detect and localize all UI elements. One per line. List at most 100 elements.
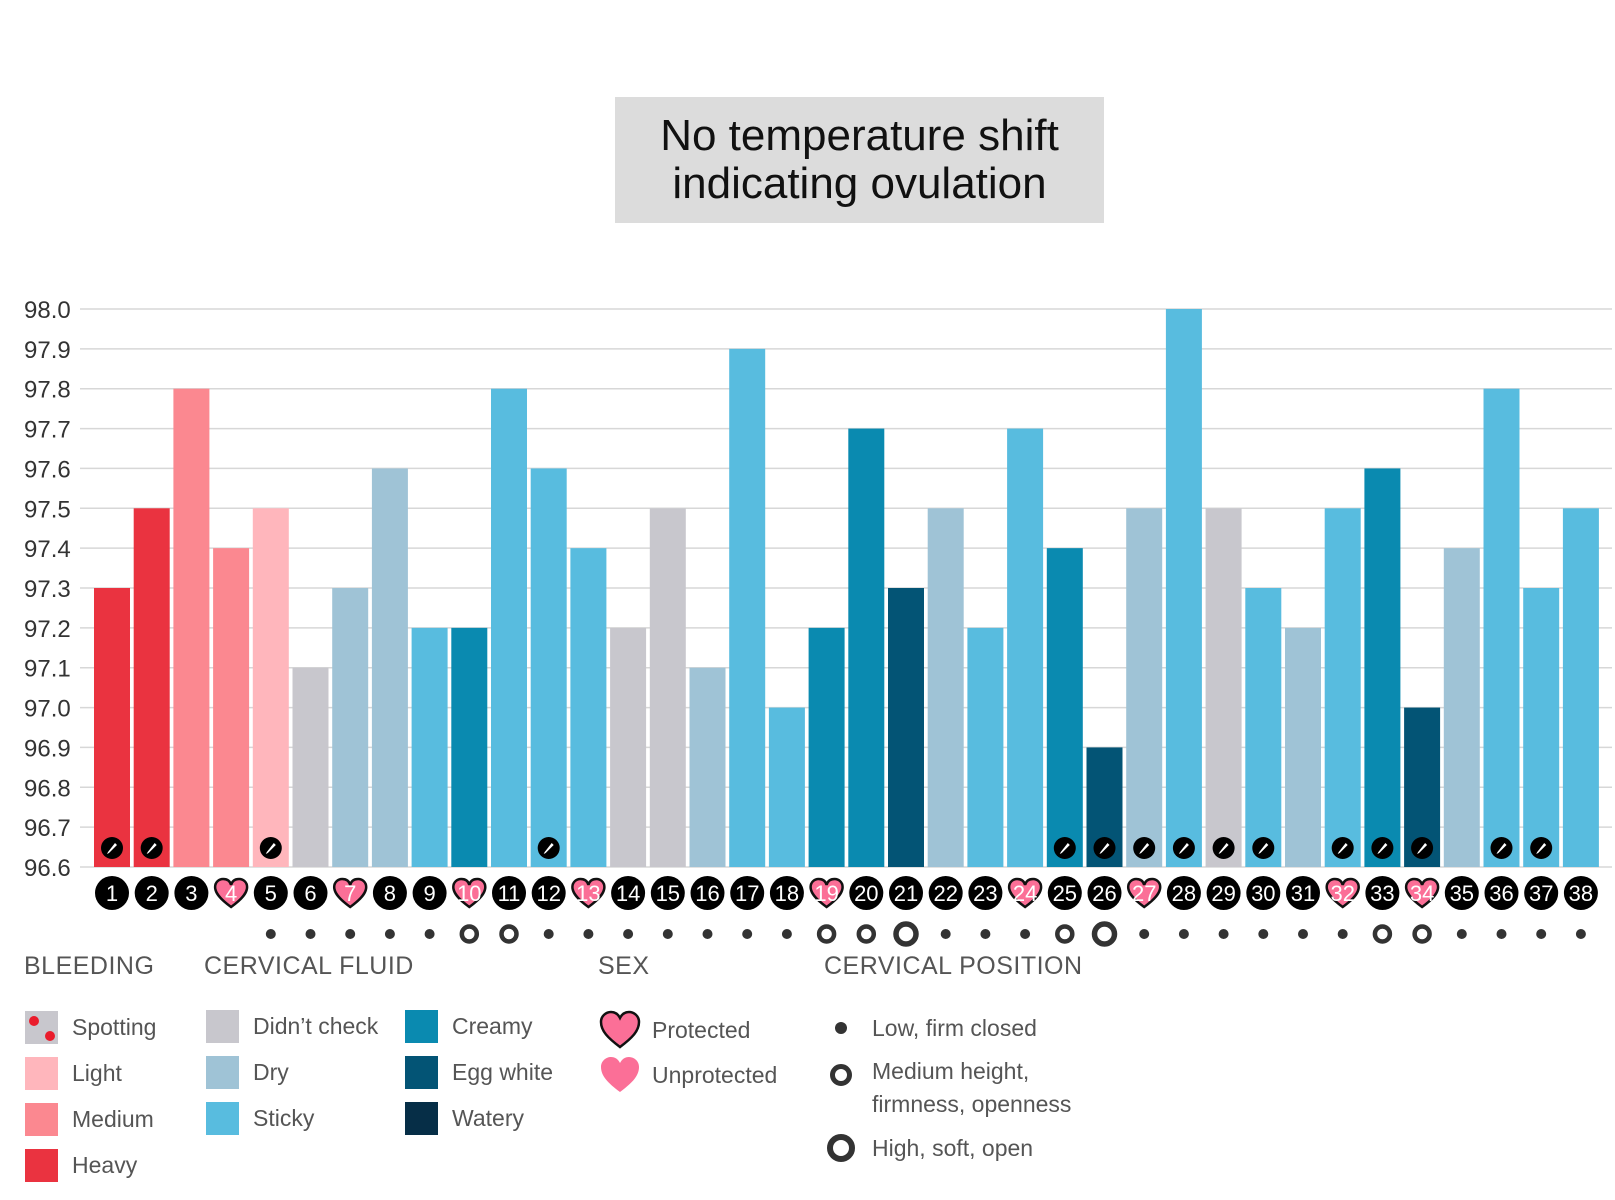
- day-number: 28: [1172, 881, 1196, 906]
- legend-item-low: Low, firm closed: [826, 1013, 1037, 1043]
- position-low-dot: [345, 929, 356, 939]
- legend-item-egg-white: Egg white: [405, 1056, 553, 1089]
- day-number: 33: [1370, 881, 1394, 906]
- day-number: 21: [894, 881, 918, 906]
- legend-label: Medium: [72, 1106, 154, 1132]
- legend-heading-bleeding: BLEEDING: [24, 952, 155, 980]
- position-low-dot: [305, 929, 316, 939]
- day-number: 13: [576, 881, 600, 906]
- legend-label: Creamy: [452, 1013, 533, 1039]
- position-low-dot: [980, 929, 991, 939]
- day-number: 24: [1013, 881, 1037, 906]
- legend-item-protected: Protected: [598, 1010, 750, 1050]
- temperature-bar: [967, 627, 1004, 867]
- position-low-dot: [742, 929, 753, 939]
- chart-title: No temperature shift indicating ovulatio…: [615, 97, 1104, 223]
- position-low-dot: [543, 929, 554, 939]
- day-number: 14: [616, 881, 640, 906]
- pencil-icon: [1093, 837, 1116, 859]
- day-label: 5: [253, 876, 288, 910]
- day-number: 20: [854, 881, 878, 906]
- heart-icon: [1404, 877, 1440, 909]
- small-dot-icon: [835, 1022, 847, 1034]
- day-circle: [769, 876, 804, 910]
- temperature-bar: [888, 588, 924, 867]
- day-circle: [95, 876, 129, 910]
- position-low-dot: [662, 929, 673, 939]
- day-label: 24: [1007, 877, 1043, 909]
- day-label: 8: [372, 876, 407, 910]
- position-high-ring: [1091, 921, 1118, 947]
- day-label: 18: [769, 876, 804, 910]
- position-low-dot: [781, 929, 792, 939]
- day-number: 26: [1092, 881, 1116, 906]
- day-circle: [372, 876, 407, 910]
- position-medium-ring: [499, 924, 519, 944]
- cervical-position-markers: [265, 921, 1586, 947]
- day-label: 15: [650, 876, 685, 910]
- position-low-dot: [1258, 929, 1269, 939]
- pencil-icon: [1133, 837, 1156, 859]
- legend-item-watery: Watery: [405, 1102, 524, 1135]
- pencil-icon: [259, 837, 282, 859]
- day-circle: [492, 876, 526, 910]
- heart-filled-icon: [601, 1057, 639, 1092]
- legend-item-spotting: Spotting: [25, 1011, 156, 1044]
- day-circle: [1444, 876, 1479, 910]
- large-ring-icon: [827, 1134, 855, 1162]
- legend-label: Didn’t check: [253, 1013, 379, 1039]
- day-circle: [1206, 876, 1241, 910]
- day-number: 3: [185, 881, 197, 906]
- position-low-dot: [265, 929, 276, 939]
- position-low-dot: [1575, 929, 1586, 939]
- day-number: 16: [695, 881, 719, 906]
- legend-item-medium-position: Medium height, firmness, openness: [826, 1058, 1071, 1118]
- day-label: 21: [889, 876, 923, 910]
- day-circle: [611, 876, 646, 910]
- day-number: 38: [1569, 881, 1593, 906]
- egg-white-swatch: [405, 1056, 438, 1089]
- day-label: 9: [412, 876, 447, 910]
- day-label: 4: [213, 877, 249, 909]
- day-label: 20: [849, 876, 884, 910]
- temperature-bar: [1007, 428, 1044, 867]
- day-circle: [134, 876, 169, 910]
- temperature-bar: [1165, 309, 1202, 867]
- y-tick-label: 97.8: [24, 377, 71, 404]
- y-axis-tick-labels: 96.6 96.7 96.8 96.9 97.0 97.1 97.2 97.3 97.4 97.5…: [24, 297, 71, 882]
- y-tick-label: 98.0: [24, 297, 71, 324]
- position-low-dot: [1496, 929, 1507, 939]
- position-high-ring: [893, 921, 919, 947]
- heart-icon: [1325, 877, 1360, 909]
- pencil-icon: [1331, 837, 1354, 859]
- day-circle: [1484, 876, 1519, 910]
- dry-swatch: [206, 1056, 239, 1089]
- position-low-dot: [1139, 929, 1150, 939]
- heavy-swatch: [25, 1149, 58, 1182]
- day-label: 2: [134, 876, 169, 910]
- temperature-bar: [1364, 468, 1401, 867]
- day-number: 8: [384, 881, 396, 906]
- legend-label: Medium height,: [872, 1058, 1030, 1084]
- temperature-bar: [1324, 508, 1361, 867]
- day-label: 37: [1524, 876, 1559, 910]
- legend-item-sticky: Sticky: [206, 1102, 314, 1135]
- day-label: 19: [809, 877, 844, 909]
- day-number: 25: [1053, 881, 1077, 906]
- y-tick-label: 97.5: [24, 496, 71, 523]
- day-label: 38: [1563, 876, 1598, 910]
- light-swatch: [25, 1057, 58, 1090]
- pencil-icon: [1411, 837, 1434, 859]
- temperature-bar: [689, 667, 726, 867]
- y-tick-label: 97.0: [24, 696, 71, 723]
- day-number: 31: [1291, 881, 1315, 906]
- day-label: 36: [1484, 876, 1519, 910]
- medium-ring-icon: [830, 1064, 852, 1086]
- temperature-bar: [292, 667, 329, 867]
- temperature-bar: [649, 508, 686, 867]
- day-circle: [968, 876, 1003, 910]
- day-circle: [253, 876, 288, 910]
- day-circle: [690, 876, 725, 910]
- day-label: 10: [452, 877, 487, 909]
- heart-icon: [1126, 877, 1162, 909]
